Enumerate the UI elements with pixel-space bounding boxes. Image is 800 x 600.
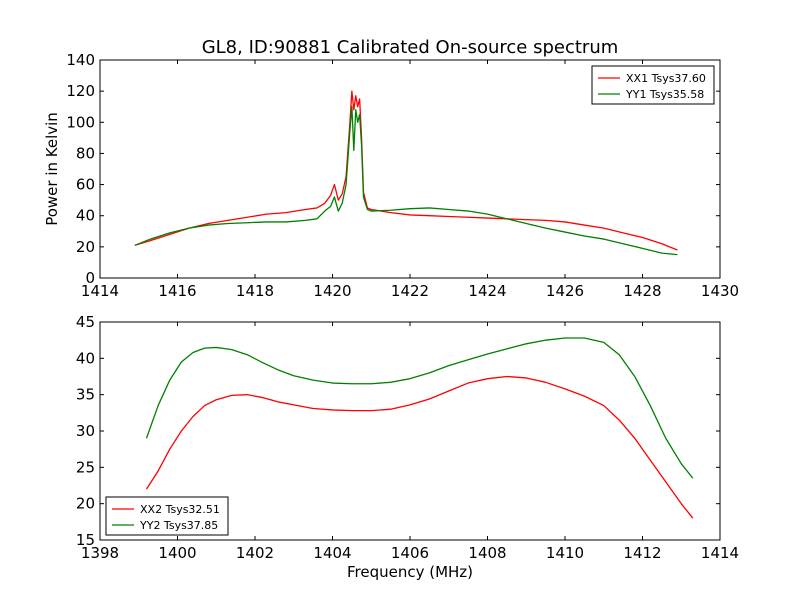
chart-bottom-x-tick-label: 1402 <box>236 544 274 562</box>
chart-top-y-tick-label: 140 <box>66 51 95 69</box>
chart-bottom-y-tick-label: 30 <box>76 422 95 440</box>
chart-bottom-y-tick-label: 40 <box>76 349 95 367</box>
chart-top-legend-label-1: XX1 Tsys37.60 <box>626 72 706 85</box>
chart-top-x-tick-label: 1430 <box>701 282 739 300</box>
chart-bottom-legend-label-1: XX2 Tsys32.51 <box>140 503 220 516</box>
chart-top-title: GL8, ID:90881 Calibrated On-source spect… <box>202 37 619 58</box>
chart-top: GL8, ID:90881 Calibrated On-source spect… <box>43 37 739 300</box>
chart-top-y-tick-label: 0 <box>85 269 95 287</box>
chart-bottom-legend-label-2: YY2 Tsys37.85 <box>139 519 218 532</box>
chart-bottom-x-tick-label: 1398 <box>81 544 119 562</box>
chart-bottom-legend: XX2 Tsys32.51 YY2 Tsys37.85 <box>105 496 229 536</box>
chart-bottom-x-tick-label: 1400 <box>158 544 196 562</box>
chart-top-x-tick-label: 1420 <box>313 282 351 300</box>
chart-bottom-x-tick-label: 1414 <box>701 544 739 562</box>
chart-bottom-series-2-line <box>145 337 694 479</box>
chart-bottom-y-tick-label: 20 <box>76 495 95 513</box>
chart-bottom-series-1-line <box>145 375 694 519</box>
chart-top-y-tick-label: 60 <box>76 176 95 194</box>
chart-top-series-2-line <box>134 106 678 256</box>
chart-bottom-x-axis-label: Frequency (MHz) <box>347 563 473 581</box>
chart-bottom-x-tick-label: 1412 <box>623 544 661 562</box>
chart-bottom-y-tick-label: 35 <box>76 386 95 404</box>
chart-top-x-tick-label: 1416 <box>158 282 196 300</box>
chart-bottom-x-tick-label: 1406 <box>391 544 429 562</box>
chart-top-y-tick-label: 120 <box>66 82 95 100</box>
chart-bottom-y-tick-label: 45 <box>76 313 95 331</box>
chart-top-x-tick-label: 1422 <box>391 282 429 300</box>
chart-top-x-tick-label: 1426 <box>546 282 584 300</box>
chart-bottom-x-tick-label: 1410 <box>546 544 584 562</box>
chart-top-series-1-line <box>134 90 678 251</box>
chart-top-x-tick-label: 1414 <box>81 282 119 300</box>
chart-top-x-tick-label: 1418 <box>236 282 274 300</box>
chart-bottom-x-tick-label: 1404 <box>313 544 351 562</box>
chart-top-legend-box <box>591 65 715 105</box>
chart-bottom-y-tick-label: 25 <box>76 458 95 476</box>
chart-top-legend: XX1 Tsys37.60 YY1 Tsys35.58 <box>591 65 715 105</box>
chart-top-y-tick-label: 20 <box>76 238 95 256</box>
chart-top-x-tick-label: 1424 <box>468 282 506 300</box>
chart-top-legend-label-2: YY1 Tsys35.58 <box>625 88 704 101</box>
chart-top-y-axis-label: Power in Kelvin <box>43 112 61 226</box>
chart-top-y-tick-label: 40 <box>76 207 95 225</box>
chart-bottom-legend-box <box>105 496 229 536</box>
chart-top-y-tick-label: 80 <box>76 144 95 162</box>
chart-bottom: Frequency (MHz) 1398 1400 1402 1404 1406 1408… <box>76 313 739 581</box>
chart-bottom-y-tick-label: 15 <box>76 531 95 549</box>
chart-top-y-tick-label: 100 <box>66 113 95 131</box>
chart-top-x-tick-label: 1428 <box>623 282 661 300</box>
chart-bottom-x-tick-label: 1408 <box>468 544 506 562</box>
